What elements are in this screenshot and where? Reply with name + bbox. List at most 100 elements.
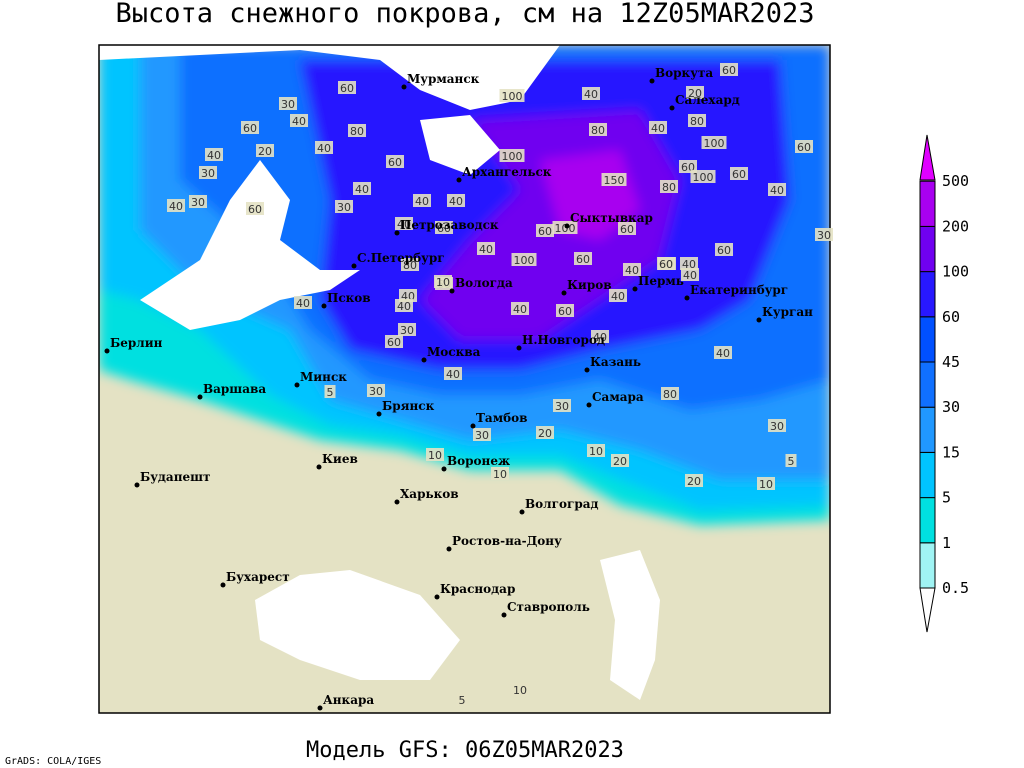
city-dot bbox=[684, 295, 690, 301]
contour-label: 40 bbox=[593, 331, 607, 344]
city-dot bbox=[584, 367, 590, 373]
city-dot bbox=[441, 466, 447, 472]
contour-label: 60 bbox=[576, 253, 590, 266]
contour-label-box bbox=[511, 302, 529, 315]
contour-label-box bbox=[574, 252, 592, 265]
contour-label-box bbox=[688, 114, 706, 127]
city-label: Казань bbox=[590, 355, 641, 369]
city-label: Берлин bbox=[110, 336, 163, 350]
city-label: Варшава bbox=[203, 382, 266, 396]
contour-label: 20 bbox=[688, 87, 702, 100]
contour-label: 10 bbox=[493, 468, 507, 481]
contour-label-box bbox=[730, 167, 748, 180]
city-label: Будапешт bbox=[140, 470, 210, 484]
contour-label: 60 bbox=[248, 203, 262, 216]
city-dot bbox=[561, 290, 567, 296]
contour-label-box bbox=[367, 384, 385, 397]
contour-label: 30 bbox=[770, 420, 784, 433]
city-label: Харьков bbox=[400, 487, 459, 501]
contour-label: 40 bbox=[584, 88, 598, 101]
legend-swatch bbox=[919, 225, 936, 273]
contour-label-box bbox=[246, 202, 264, 215]
contour-label: 60 bbox=[558, 305, 572, 318]
contour-label-box bbox=[701, 136, 727, 149]
contour-label: 60 bbox=[659, 258, 673, 271]
city-label: Воронеж bbox=[447, 454, 510, 468]
contour-label: 10 bbox=[759, 478, 773, 491]
legend-swatch bbox=[919, 180, 936, 227]
contour-label-box bbox=[398, 323, 416, 336]
contour-label: 10 bbox=[428, 449, 442, 462]
model-label: Модель GFS: 06Z05MAR2023 bbox=[306, 738, 624, 763]
city-dot bbox=[104, 348, 110, 354]
contour-label-box bbox=[661, 387, 679, 400]
contour-label: 40 bbox=[446, 368, 460, 381]
contour-label: 20 bbox=[258, 145, 272, 158]
legend-swatch bbox=[919, 451, 936, 499]
city-dot bbox=[449, 288, 455, 294]
contour-label-box bbox=[556, 304, 574, 317]
contour-label: 60 bbox=[243, 122, 257, 135]
legend-swatch bbox=[919, 271, 936, 318]
city-dot bbox=[316, 464, 322, 470]
contour-label-box bbox=[601, 173, 627, 186]
contour-label: 20 bbox=[538, 427, 552, 440]
contour-label-box bbox=[649, 121, 667, 134]
contour-label-box bbox=[609, 289, 627, 302]
contour-label-box bbox=[256, 144, 274, 157]
contour-label: 60 bbox=[388, 156, 402, 169]
contour-label-box bbox=[618, 222, 636, 235]
contour-label-box bbox=[623, 263, 641, 276]
contour-label-box bbox=[447, 194, 465, 207]
contour-label-box bbox=[611, 454, 629, 467]
contour-label: 100 bbox=[693, 171, 714, 184]
contour-label: 40 bbox=[397, 300, 411, 313]
city-label: Краснодар bbox=[440, 582, 515, 596]
city-label: Киев bbox=[322, 452, 358, 466]
contour-label: 40 bbox=[317, 142, 331, 155]
contour-label-box bbox=[401, 258, 419, 271]
contour-label: 60 bbox=[722, 64, 736, 77]
contour-label: 60 bbox=[717, 244, 731, 257]
contour-label: 100 bbox=[502, 90, 523, 103]
legend-swatch bbox=[919, 497, 936, 544]
contour-label-box bbox=[435, 221, 453, 234]
contour-label-box bbox=[511, 683, 529, 696]
contour-label-box bbox=[536, 426, 554, 439]
contour-label-box bbox=[290, 114, 308, 127]
legend-swatch bbox=[919, 316, 936, 363]
contour-label: 60 bbox=[732, 168, 746, 181]
city-dot bbox=[434, 594, 440, 600]
city-label: Анкара bbox=[323, 693, 374, 707]
contour-label: 40 bbox=[415, 195, 429, 208]
city-dot bbox=[351, 263, 357, 269]
contour-label: 40 bbox=[611, 290, 625, 303]
contour-label-box bbox=[241, 121, 259, 134]
contour-label: 40 bbox=[683, 269, 697, 282]
contour-label-box bbox=[768, 183, 786, 196]
contour-label-box bbox=[686, 86, 704, 99]
city-label: Салехард bbox=[675, 93, 740, 107]
city-label: Пермь bbox=[638, 274, 684, 288]
contour-label: 80 bbox=[662, 181, 676, 194]
contour-label-box bbox=[395, 299, 413, 312]
city-dot bbox=[394, 230, 400, 236]
contour-label-box bbox=[385, 335, 403, 348]
contour-label-box bbox=[681, 268, 699, 281]
contour-label: 40 bbox=[355, 183, 369, 196]
contour-label-box bbox=[205, 148, 223, 161]
contour-label: 60 bbox=[797, 141, 811, 154]
city-dot bbox=[669, 105, 675, 111]
city-dot bbox=[564, 223, 570, 229]
contour-label: 100 bbox=[555, 222, 576, 235]
city-dot bbox=[421, 357, 427, 363]
contour-label-box bbox=[587, 444, 605, 457]
contour-label-box bbox=[511, 253, 537, 266]
contour-label-box bbox=[353, 182, 371, 195]
contour-label-box bbox=[338, 81, 356, 94]
contour-label-box bbox=[348, 124, 366, 137]
legend-label: 45 bbox=[942, 353, 960, 371]
contour-label-box bbox=[720, 63, 738, 76]
contour-label-box bbox=[386, 155, 404, 168]
city-dot bbox=[134, 482, 140, 488]
